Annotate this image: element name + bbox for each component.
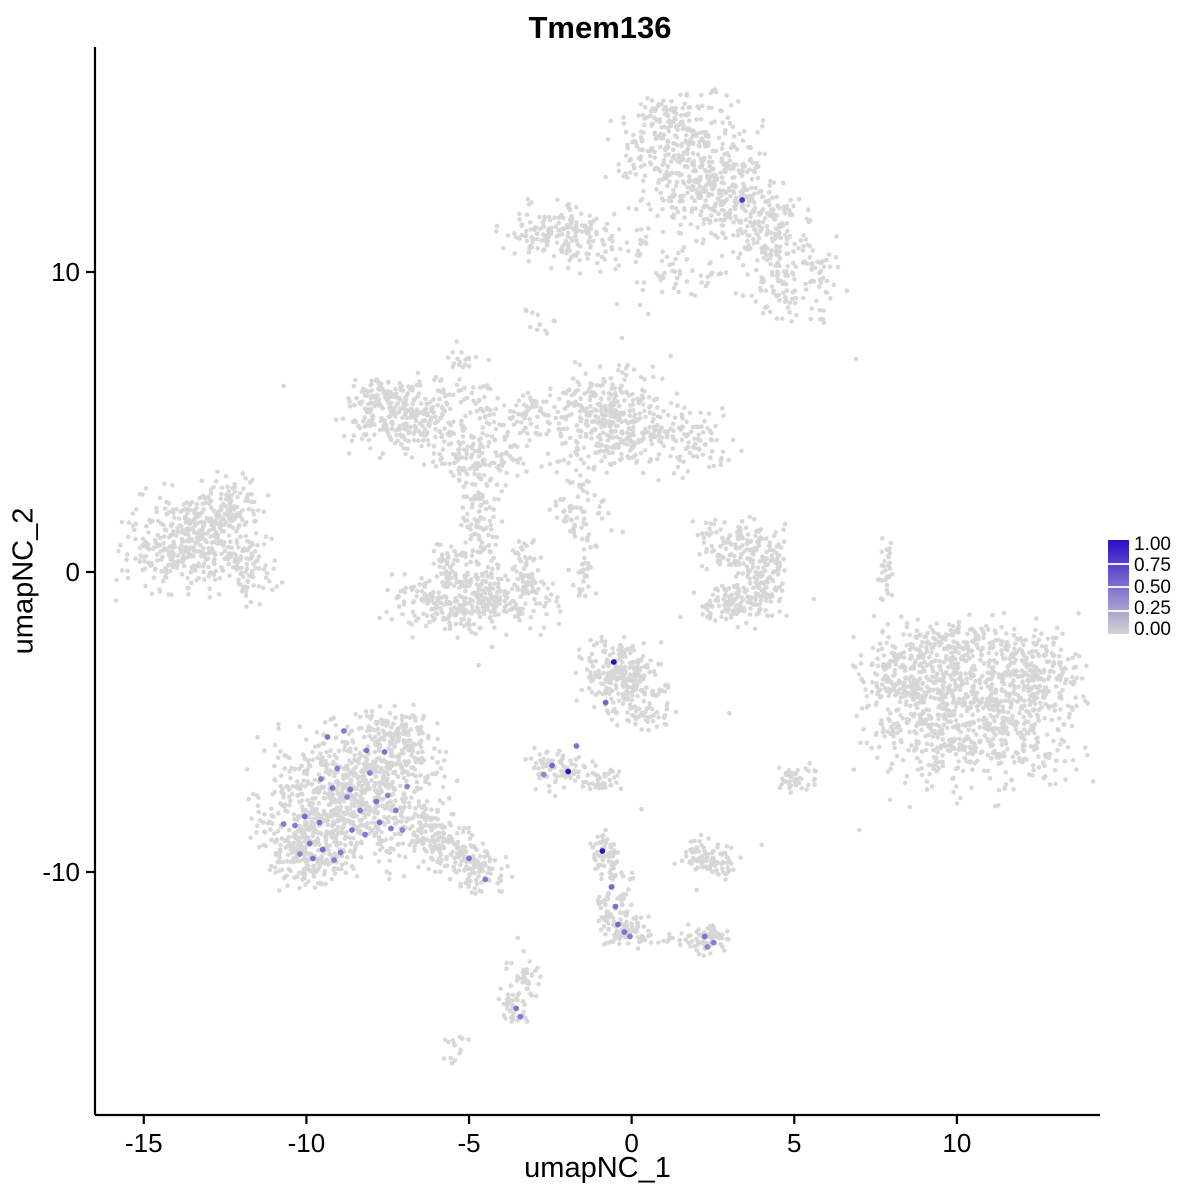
legend-tick — [1108, 562, 1129, 565]
y-axis-label: umapNC_2 — [7, 507, 40, 655]
color-legend: 1.00 0.75 0.50 0.25 0.00 — [1108, 535, 1171, 639]
legend-gradient-bar — [1108, 540, 1129, 634]
legend-label-0.00: 0.00 — [1134, 619, 1171, 640]
y-tick-label: 10 — [51, 257, 80, 287]
legend-label-1.00: 1.00 — [1134, 534, 1171, 555]
x-tick-label: -15 — [125, 1128, 163, 1158]
expression-points — [280, 197, 746, 1020]
gray-points — [113, 87, 1096, 1066]
legend-tick — [1108, 609, 1129, 612]
y-tick-label: 0 — [66, 557, 80, 587]
legend-label-0.25: 0.25 — [1134, 597, 1171, 619]
legend-label-0.50: 0.50 — [1134, 576, 1171, 598]
legend-labels: 1.00 0.75 0.50 0.25 0.00 — [1134, 534, 1171, 640]
x-tick-label: -5 — [457, 1128, 480, 1158]
x-tick-label: 5 — [787, 1128, 801, 1158]
legend-tick — [1108, 586, 1129, 588]
x-tick-label: 0 — [624, 1128, 638, 1158]
plot-title: Tmem136 — [528, 10, 672, 45]
x-tick-label: 10 — [942, 1128, 971, 1158]
x-tick-label: -10 — [288, 1128, 326, 1158]
legend-label-0.75: 0.75 — [1134, 555, 1171, 577]
axes: -15 -10 -5 0 5 10 10 0 -10 — [42, 47, 1100, 1158]
y-tick-label: -10 — [42, 857, 80, 887]
x-axis-label: umapNC_1 — [524, 1152, 671, 1184]
